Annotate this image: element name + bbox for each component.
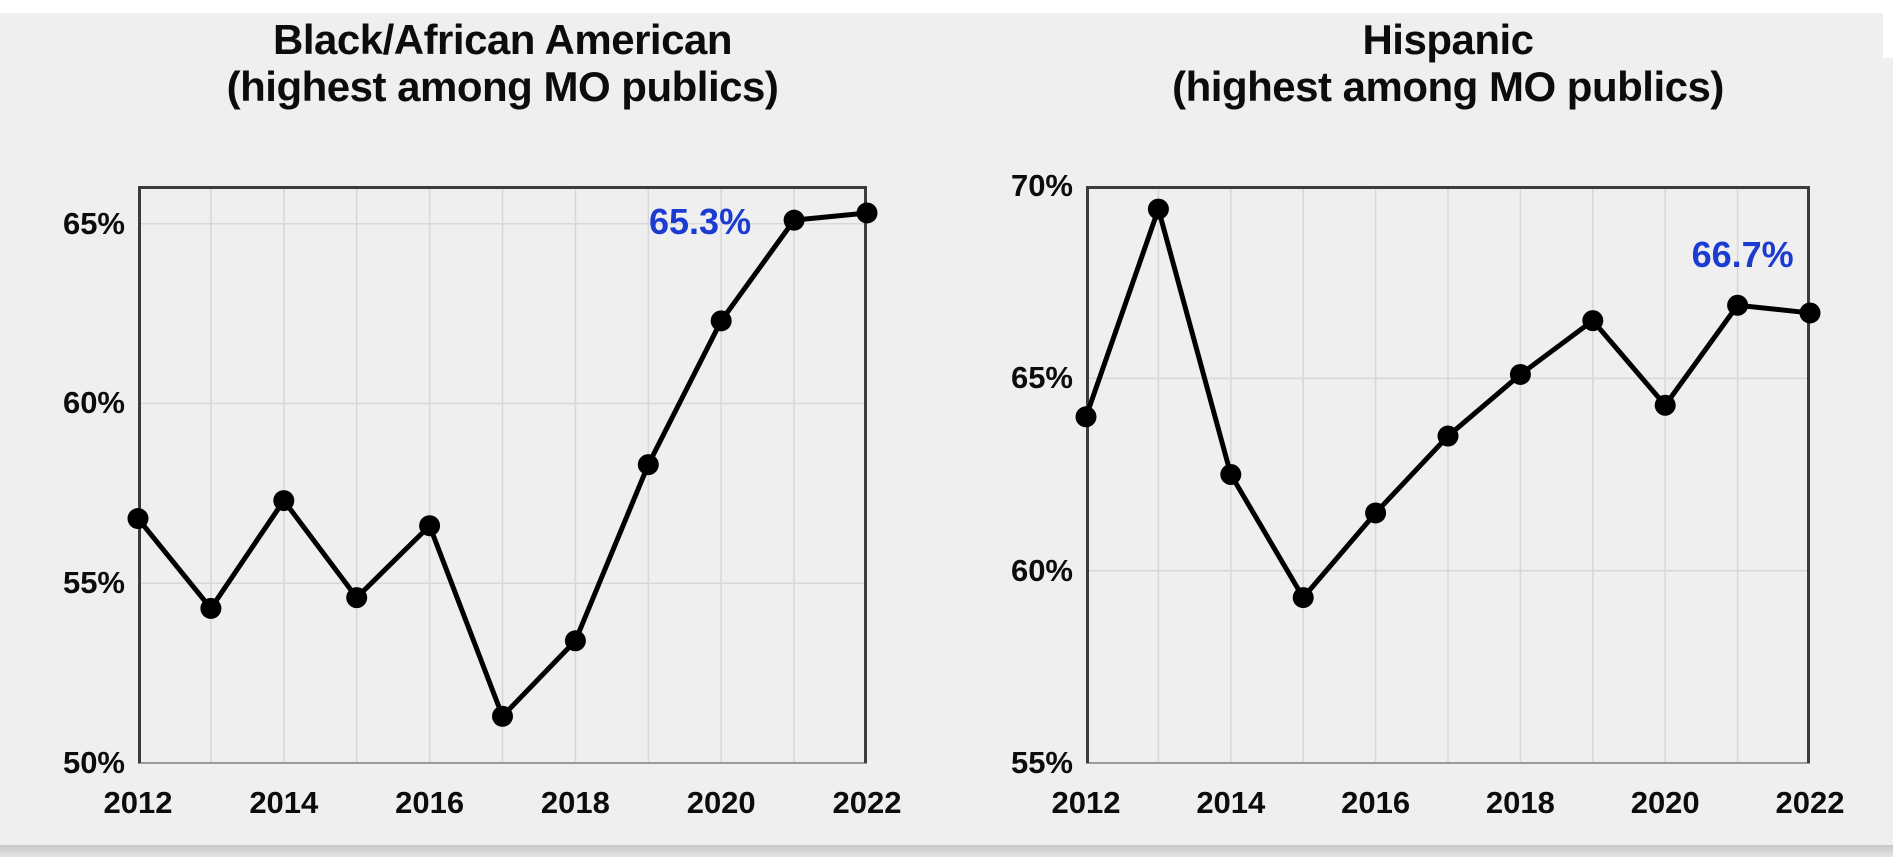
x-tick-label: 2014: [1196, 785, 1266, 820]
data-point: [1365, 502, 1387, 524]
line-plot: [127, 186, 878, 764]
data-point: [856, 202, 878, 224]
x-tick-label: 2012: [103, 785, 173, 820]
chart-subtitle: (highest among MO publics): [226, 63, 779, 110]
data-point: [1292, 587, 1314, 609]
chart-title-block: Hispanic (highest among MO publics): [976, 16, 1893, 110]
data-point: [1654, 394, 1676, 416]
bottom-gray-bar: [0, 845, 1893, 857]
y-tick-label: 65%: [1010, 360, 1073, 396]
x-tick-label: 2022: [832, 785, 902, 820]
data-point: [710, 310, 732, 332]
x-tick-label: 2012: [1051, 785, 1121, 820]
y-tick-label: 60%: [62, 385, 125, 421]
chart-hispanic: Hispanic (highest among MO publics) 55% 6…: [1011, 16, 1845, 820]
chart-subtitle: (highest among MO publics): [1172, 63, 1724, 110]
x-tick-label: 2016: [1341, 785, 1411, 820]
data-point: [1437, 425, 1459, 447]
data-point: [273, 490, 295, 512]
y-tick-label: 60%: [1010, 552, 1073, 588]
y-tick-label: 55%: [1010, 745, 1073, 780]
top-white-strip: [0, 0, 1893, 13]
chart-title: Hispanic: [1362, 16, 1534, 63]
data-point: [1727, 294, 1749, 316]
chart-title-block: Black/African American (highest among MO…: [28, 16, 977, 110]
plot-frame: [1086, 186, 1810, 763]
plot-frame: [138, 186, 867, 763]
y-tick-label: 70%: [1010, 168, 1073, 203]
data-point: [1147, 198, 1169, 220]
x-tick-label: 2018: [1485, 785, 1555, 820]
data-point: [637, 454, 659, 476]
data-point: [346, 587, 368, 609]
x-tick-label: 2014: [249, 785, 319, 820]
data-point: [492, 705, 513, 727]
data-point: [1582, 310, 1604, 332]
chart-black-african-american: Black/African American (highest among MO…: [63, 16, 902, 820]
data-point: [1509, 363, 1531, 385]
data-point: [783, 209, 805, 231]
data-point: [419, 515, 441, 537]
value-callout: 66.7%: [1691, 234, 1794, 276]
data-point: [1075, 406, 1097, 428]
line-plot: [1075, 186, 1821, 764]
x-tick-label: 2018: [540, 785, 610, 820]
y-tick-label: 55%: [62, 565, 125, 601]
data-point: [1220, 464, 1242, 485]
x-tick-label: 2016: [395, 785, 465, 820]
x-tick-label: 2020: [686, 785, 756, 820]
data-point: [200, 597, 222, 619]
top-right-white-strip: [1883, 0, 1893, 58]
y-tick-label: 65%: [62, 205, 125, 241]
data-point: [1799, 302, 1821, 324]
chart-title: Black/African American: [273, 16, 732, 63]
data-point: [127, 508, 149, 530]
x-tick-label: 2020: [1630, 785, 1700, 820]
value-callout: 65.3%: [649, 200, 752, 242]
data-point: [564, 630, 586, 652]
x-tick-label: 2022: [1775, 785, 1845, 820]
y-tick-label: 50%: [62, 745, 125, 780]
